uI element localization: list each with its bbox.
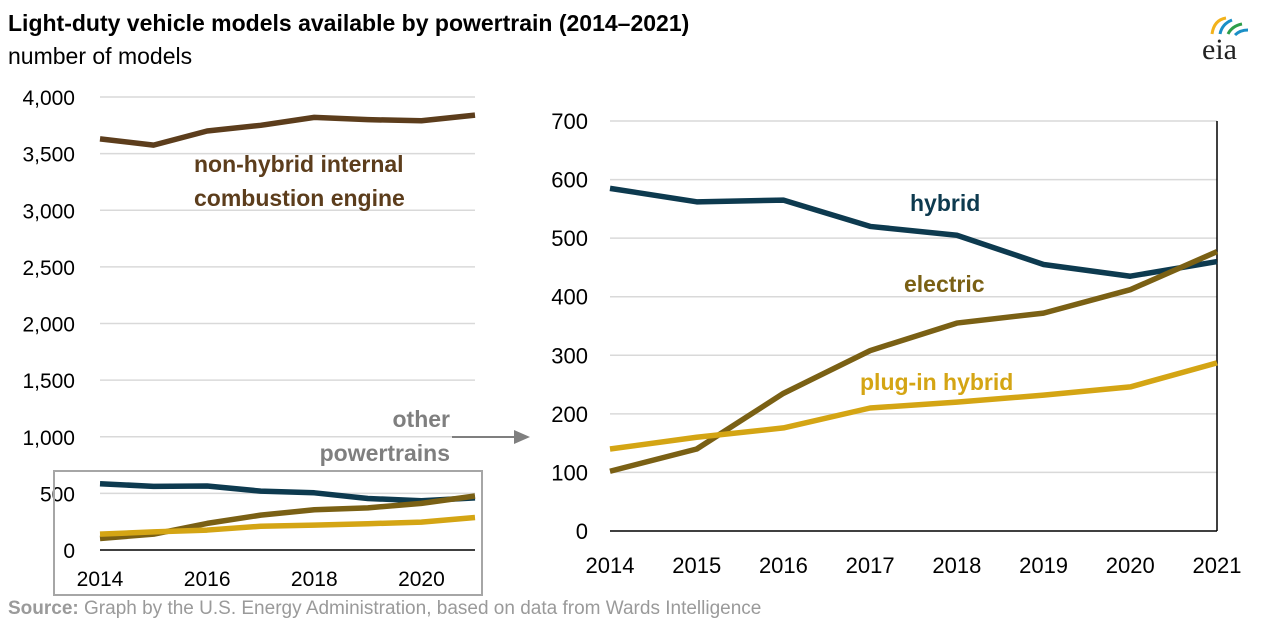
annotation-line-2: powertrains (320, 440, 450, 466)
series-line-plug-in-hybrid (99, 514, 476, 537)
series-line-electric (609, 249, 1219, 474)
series-label-plug-in-hybrid: plug-in hybrid (860, 369, 1013, 395)
y-tick-label: 1,000 (22, 427, 75, 450)
eia-logo-sunburst (1210, 16, 1249, 37)
x-tick-label: 2020 (398, 568, 445, 591)
annotation-arrowhead (514, 430, 530, 444)
source-text: Graph by the U.S. Energy Administration,… (78, 598, 762, 619)
y-tick-label: 2,000 (22, 314, 75, 337)
highlight-box (53, 470, 483, 596)
series-line-plug-in-hybrid (609, 360, 1218, 452)
series-label-line: non-hybrid internal (194, 151, 404, 177)
source-note: Source: Graph by the U.S. Energy Adminis… (8, 598, 761, 620)
x-tick-label: 2021 (1193, 553, 1242, 578)
overview-chart: 0 500 1,000 1,500 2,000 2,500 3,000 3,500 4,000 2… (22, 87, 483, 596)
detail-chart: 0 100 200 300 400 500 600 700 2014 2015 2016 2017 20… (551, 109, 1241, 578)
x-tick-label: 2015 (672, 553, 721, 578)
y-tick-label: 3,000 (22, 200, 75, 223)
annotation: other powertrains (320, 406, 530, 466)
y-tick-label: 600 (551, 168, 588, 193)
x-tick-label: 2019 (1019, 553, 1068, 578)
y-tick-label: 200 (551, 402, 588, 427)
series-line-non-hybrid-internal-combustion-engine (99, 112, 476, 148)
x-tick-label: 2017 (846, 553, 895, 578)
y-tick-label: 0 (63, 540, 75, 563)
y-tick-label: 0 (576, 519, 588, 544)
x-tick-label: 2018 (291, 568, 338, 591)
series-label-non-hybrid: non-hybrid internal combustion engine (194, 151, 405, 211)
x-tick-label: 2014 (77, 568, 124, 591)
series-label-line: combustion engine (194, 185, 405, 211)
x-tick-label: 2018 (932, 553, 981, 578)
chart-subtitle: number of models (8, 43, 193, 69)
y-tick-label: 400 (551, 285, 588, 310)
x-tick-label: 2020 (1106, 553, 1155, 578)
y-tick-label: 500 (551, 226, 588, 251)
series-line-hybrid (609, 185, 1218, 279)
y-tick-label: 100 (551, 460, 588, 485)
chart-title: Light-duty vehicle models available by p… (8, 10, 690, 36)
series-label-electric: electric (904, 271, 985, 297)
series-line-hybrid (99, 481, 476, 504)
x-tick-label: 2016 (759, 553, 808, 578)
series-label-hybrid: hybrid (910, 190, 980, 216)
y-tick-label: 3,500 (22, 144, 75, 167)
eia-logo: eia (1202, 16, 1249, 64)
y-tick-label: 2,500 (22, 257, 75, 280)
y-tick-label: 300 (551, 343, 588, 368)
x-tick-label: 2016 (184, 568, 231, 591)
y-tick-label: 1,500 (22, 370, 75, 393)
eia-logo-text: eia (1202, 33, 1237, 64)
source-label: Source: (8, 598, 79, 619)
y-tick-label: 4,000 (22, 87, 75, 110)
y-tick-label: 700 (551, 109, 588, 134)
x-tick-label: 2014 (586, 553, 635, 578)
annotation-line-1: other (393, 406, 451, 432)
y-tick-label: 500 (40, 483, 75, 506)
